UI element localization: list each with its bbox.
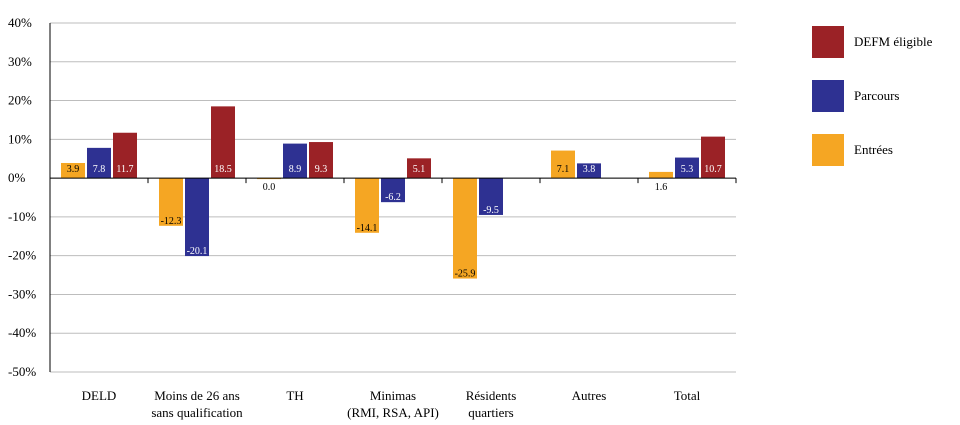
y-axis-ticks: 40% 30% 20% 10% 0% -10% -20% -30% -40% -50% <box>8 15 36 379</box>
data-label: 7.8 <box>93 164 106 175</box>
x-category-label: Résidents <box>466 388 517 403</box>
data-label: 1.6 <box>655 182 668 193</box>
x-category-label: Moins de 26 ans <box>154 388 240 403</box>
bar-defm-ligible <box>701 136 725 179</box>
bar-parcours <box>185 178 209 257</box>
legend-label: Entrées <box>854 142 893 157</box>
y-tick-label: -10% <box>8 209 36 224</box>
x-category-label: quartiers <box>468 405 513 420</box>
bar-entr-es <box>551 150 575 179</box>
bar-parcours <box>87 147 111 179</box>
legend-swatch <box>812 80 844 112</box>
y-tick-label: -50% <box>8 364 36 379</box>
data-label: 11.7 <box>116 164 133 175</box>
data-label: -6.2 <box>385 192 401 203</box>
bar-parcours <box>479 178 503 215</box>
bar-entr-es <box>159 178 183 226</box>
bar-defm-ligible <box>309 142 333 179</box>
bar-entr-es <box>649 171 673 179</box>
data-label: -14.1 <box>357 223 378 234</box>
x-category-label: TH <box>286 388 303 403</box>
data-label: 8.9 <box>289 164 302 175</box>
data-label: -12.3 <box>161 216 182 227</box>
y-tick-label: 30% <box>8 54 32 69</box>
bar-entr-es <box>61 162 85 179</box>
bar-parcours <box>675 157 699 179</box>
data-label: 3.9 <box>67 164 80 175</box>
y-tick-label: 20% <box>8 93 32 108</box>
bars <box>61 106 725 279</box>
x-category-label: (RMI, RSA, API) <box>347 405 439 420</box>
y-tick-label: -40% <box>8 325 36 340</box>
y-tick-label: -20% <box>8 248 36 263</box>
data-label: 0.0 <box>263 182 276 193</box>
bar-defm-ligible <box>113 132 137 179</box>
data-labels: 3.9 7.8 11.7 -12.3 -20.1 18.5 0.0 8.9 9.3 -14.1 -6… <box>67 164 722 279</box>
bar-parcours <box>283 143 307 179</box>
x-category-label: Total <box>674 388 701 403</box>
x-category-label: sans qualification <box>151 405 243 420</box>
y-tick-label: 0% <box>8 170 26 185</box>
y-tick-label: 10% <box>8 131 32 146</box>
x-category-label: Autres <box>572 388 607 403</box>
legend-swatch <box>812 26 844 58</box>
bar-defm-ligible <box>407 158 431 179</box>
bar-entr-es <box>453 178 477 279</box>
legend: DEFM éligible Parcours Entrées <box>812 26 933 166</box>
data-label: 10.7 <box>704 164 722 175</box>
x-axis-categories: DELD Moins de 26 ans sans qualification TH M… <box>82 388 701 420</box>
bar-entr-es <box>355 178 379 233</box>
x-category-label: Minimas <box>370 388 416 403</box>
bar-defm-ligible <box>211 106 235 179</box>
y-tick-label: -30% <box>8 286 36 301</box>
data-label: 3.8 <box>583 164 596 175</box>
bar-parcours <box>381 178 405 203</box>
data-label: -20.1 <box>187 246 208 257</box>
data-label: -9.5 <box>483 205 499 216</box>
x-category-label: DELD <box>82 388 117 403</box>
data-label: 5.3 <box>681 164 694 175</box>
data-label: 9.3 <box>315 164 328 175</box>
legend-label: Parcours <box>854 88 900 103</box>
y-tick-label: 40% <box>8 15 32 30</box>
data-label: 18.5 <box>214 164 232 175</box>
data-label: 5.1 <box>413 164 426 175</box>
legend-label: DEFM éligible <box>854 34 933 49</box>
axes <box>49 23 737 372</box>
data-label: 7.1 <box>557 164 570 175</box>
data-label: -25.9 <box>455 269 476 280</box>
bar-parcours <box>577 163 601 179</box>
legend-swatch <box>812 134 844 166</box>
